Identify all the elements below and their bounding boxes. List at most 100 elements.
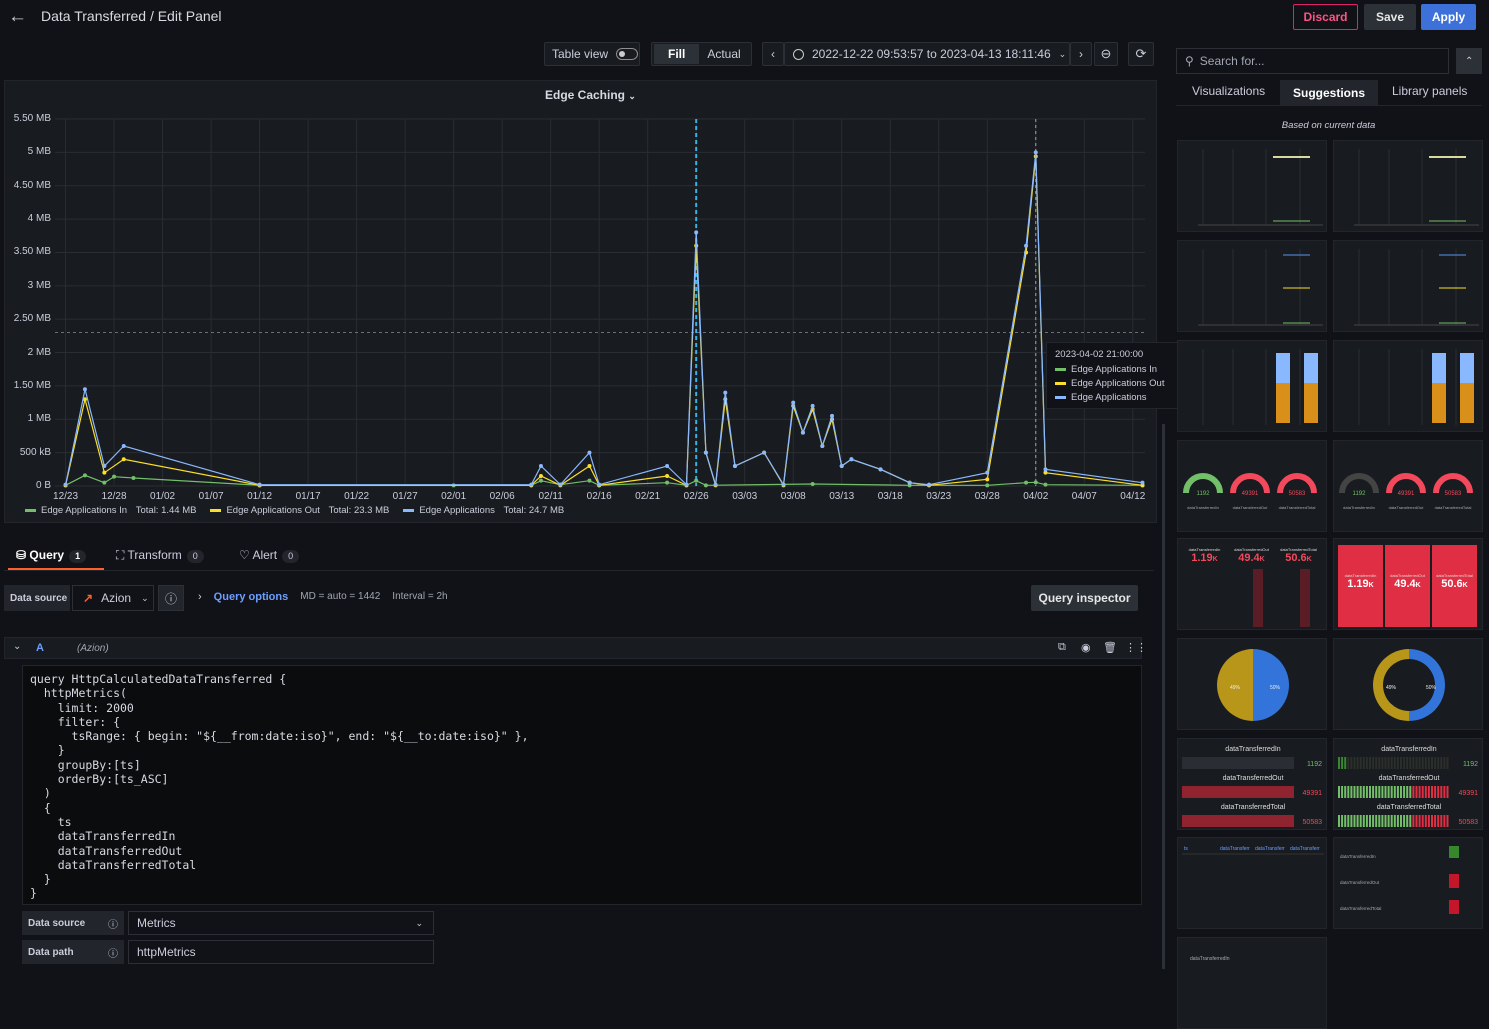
data-point[interactable] [538,473,543,478]
data-point[interactable] [597,482,602,487]
discard-button[interactable]: Discard [1293,4,1358,30]
save-button[interactable]: Save [1364,4,1416,30]
data-point[interactable] [82,387,87,392]
suggestion-pie[interactable]: 49% 50% [1177,638,1327,730]
suggestion-stat[interactable]: dataTransferredIn 1.19K dataTransferredOut… [1177,538,1327,630]
data-point[interactable] [800,430,805,435]
suggestion-stacked-bars[interactable] [1177,340,1327,432]
data-point[interactable] [830,413,835,418]
data-point[interactable] [694,230,699,235]
data-point[interactable] [810,481,815,486]
data-point[interactable] [694,478,699,483]
data-point[interactable] [684,482,689,487]
tab-transform[interactable]: ⛶ Transform 0 [116,548,204,563]
datasource-picker[interactable]: ↗ Azion ⌄ [72,585,154,611]
line-chart[interactable] [5,81,1158,501]
apply-button[interactable]: Apply [1421,4,1476,30]
data-point[interactable] [121,443,126,448]
data-point[interactable] [102,480,107,485]
data-point[interactable] [121,457,126,462]
series-line[interactable] [65,152,1143,487]
table-view-toggle[interactable]: Table view [544,42,640,66]
data-point[interactable] [927,482,932,487]
suggestion-bar-gauge[interactable]: dataTransferredIn 1192 dataTransferredOut 4… [1333,738,1483,830]
search-input[interactable]: ⚲ Search for... [1176,48,1449,74]
suggestion-table[interactable]: ts dataTransferr dataTransferr dataTransfer… [1177,837,1327,929]
zoom-out-button[interactable]: ⊖ [1094,42,1118,66]
data-point[interactable] [538,478,543,483]
data-point[interactable] [665,480,670,485]
suggestion-timeseries[interactable] [1177,240,1327,332]
collapse-sidebar-button[interactable]: ⌃ [1456,48,1482,74]
data-point[interactable] [762,450,767,455]
data-point[interactable] [703,450,708,455]
data-point[interactable] [820,443,825,448]
data-point[interactable] [713,482,718,487]
data-point[interactable] [985,470,990,475]
data-point[interactable] [1033,150,1038,155]
data-point[interactable] [907,480,912,485]
data-point[interactable] [1033,480,1038,485]
ds-field-select[interactable]: Metrics ⌄ [128,911,434,935]
suggestion-bar-gauge[interactable]: dataTransferredIn 1192 dataTransferredOut 4… [1177,738,1327,830]
data-point[interactable] [849,457,854,462]
tab-suggestions[interactable]: Suggestions [1280,80,1378,106]
datasource-help-button[interactable]: ⓘ [158,585,184,611]
data-point[interactable] [839,463,844,468]
data-point[interactable] [665,473,670,478]
suggestion-timeseries[interactable] [1177,140,1327,232]
drag-handle-icon[interactable]: ⋮⋮ [1125,642,1147,654]
suggestion-stat[interactable]: dataTransferredIn 1.19K dataTransferredOut… [1333,538,1483,630]
suggestion-timeseries[interactable] [1333,140,1483,232]
data-point[interactable] [587,478,592,483]
data-point[interactable] [257,482,262,487]
data-point[interactable] [1043,467,1048,472]
eye-icon[interactable]: ◉ [1081,642,1091,654]
data-point[interactable] [1043,470,1048,475]
tab-library-panels[interactable]: Library panels [1392,84,1468,98]
data-point[interactable] [1140,480,1145,485]
tab-alert[interactable]: ♡ Alert 0 [239,548,300,563]
data-point[interactable] [733,463,738,468]
data-point[interactable] [1043,482,1048,487]
data-point[interactable] [781,482,786,487]
panel-title[interactable]: Edge Caching ⌄ [545,88,636,102]
suggestion-donut[interactable]: 49% 50% [1333,638,1483,730]
time-forward-button[interactable]: › [1070,42,1092,66]
legend-item[interactable]: Edge Applications In Total: 1.44 MB [25,505,196,516]
data-point[interactable] [878,467,883,472]
fill-option[interactable]: Fill [654,44,700,64]
data-point[interactable] [665,463,670,468]
series-line[interactable] [65,156,1143,488]
sidebar-scrollbar[interactable] [1162,424,1165,969]
collapse-chevron-icon[interactable]: ⌄ [13,641,22,652]
data-point[interactable] [558,482,563,487]
suggestion-bar-chart[interactable]: dataTransferredIn dataTransferredOut dataT… [1333,837,1483,929]
toggle-switch[interactable] [616,48,639,60]
data-point[interactable] [102,463,107,468]
suggestion-stacked-bars[interactable] [1333,340,1483,432]
legend-item[interactable]: Edge Applications Total: 24.7 MB [403,505,564,516]
data-point[interactable] [810,403,815,408]
trash-icon[interactable]: 🗑 [1103,642,1117,654]
data-point[interactable] [63,482,68,487]
data-point[interactable] [703,483,708,488]
suggestion-partial[interactable]: dataTransferredIn [1177,937,1327,1029]
data-point[interactable] [82,397,87,402]
time-range-picker[interactable]: 2022-12-22 09:53:57 to 2023-04-13 18:11:… [784,42,1070,66]
data-point[interactable] [587,463,592,468]
query-inspector-button[interactable]: Query inspector [1031,585,1138,611]
back-arrow-icon[interactable]: ← [8,6,27,27]
suggestion-gauge[interactable]: 1192 dataTransferredIn 49391 dataTransferre… [1333,440,1483,532]
data-point[interactable] [538,463,543,468]
data-point[interactable] [102,470,107,475]
time-back-button[interactable]: ‹ [762,42,784,66]
data-point[interactable] [1024,480,1029,485]
data-point[interactable] [587,450,592,455]
data-point[interactable] [131,475,136,480]
duplicate-icon[interactable]: ⧉ [1058,641,1066,653]
query-row-header[interactable]: ⌄ A (Azion) ⧉ ◉ 🗑 ⋮⋮ [4,637,1147,659]
data-point[interactable] [985,483,990,488]
legend-item[interactable]: Edge Applications Out Total: 23.3 MB [210,505,389,516]
data-point[interactable] [723,390,728,395]
